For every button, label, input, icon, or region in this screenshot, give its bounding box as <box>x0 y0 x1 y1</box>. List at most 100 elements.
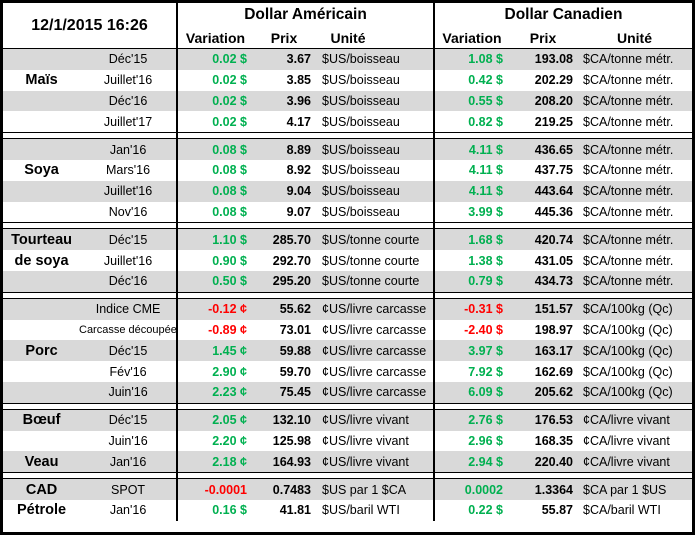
us-unit: $US/baril WTI <box>322 503 400 518</box>
us-unit: $US/boisseau <box>322 114 400 129</box>
us-section-title: Dollar Américain <box>244 6 367 23</box>
ca-variation: 4.11 $ <box>468 184 503 199</box>
us-variation: 0.02 $ <box>212 73 247 88</box>
contract-month: Juillet'17 <box>103 114 153 129</box>
ca-unit: $CA/tonne métr. <box>583 253 674 268</box>
us-column-header-prix: Prix <box>270 29 298 46</box>
us-unit: $US/tonne courte <box>322 274 420 289</box>
us-variation: 0.02 $ <box>212 93 247 108</box>
contract-month: Carcasse découpée <box>79 323 177 336</box>
ca-unit: ¢CA/livre vivant <box>583 454 670 469</box>
ca-price: 151.57 <box>534 302 573 317</box>
us-unit: ¢US/livre vivant <box>322 433 409 448</box>
table-row: Juin'16 2.20 ¢ 125.98 ¢US/livre vivant 2.9… <box>3 430 692 452</box>
us-unit: $US/boisseau <box>322 52 400 67</box>
us-variation: 2.23 ¢ <box>212 385 247 400</box>
group-separator <box>3 222 692 230</box>
ca-variation: 2.76 $ <box>468 413 503 428</box>
ca-variation: 3.99 $ <box>468 204 503 219</box>
table-row: Soya Mars'16 0.08 $ 8.92 $US/boisseau 4.11 … <box>3 159 692 181</box>
contract-month: Juillet'16 <box>103 73 153 88</box>
us-unit: ¢US/livre carcasse <box>322 385 427 400</box>
us-price: 59.70 <box>279 364 311 379</box>
commodity-label: Porc <box>25 342 58 359</box>
ca-price: 437.75 <box>534 163 573 178</box>
ca-price: 420.74 <box>534 232 573 247</box>
us-price: 164.93 <box>272 454 311 469</box>
us-price: 9.04 <box>286 184 311 199</box>
us-variation: 0.02 $ <box>212 114 247 129</box>
ca-section-title: Dollar Canadien <box>504 6 623 23</box>
table-row: CAD SPOT -0.0001 0.7483 $US par 1 $CA 0.000… <box>3 479 692 500</box>
commodity-group-tourteau: Tourteau Déc'15 1.10 $ 285.70 $US/tonne cou… <box>3 229 692 292</box>
us-price: 9.07 <box>286 204 311 219</box>
ca-price: 1.3364 <box>534 482 573 497</box>
table-row: Pétrole Jan'16 0.16 $ 41.81 $US/baril WTI 0… <box>3 499 692 521</box>
us-price: 3.85 <box>286 73 311 88</box>
ca-variation: 1.08 $ <box>468 52 503 67</box>
ca-variation: -0.31 $ <box>464 302 503 317</box>
us-variation: 0.08 $ <box>212 204 247 219</box>
table-row: Jan'16 0.08 $ 8.89 $US/boisseau 4.11 $ 436.… <box>3 139 692 160</box>
us-unit: $US/boisseau <box>322 142 400 157</box>
ca-unit: ¢CA/livre vivant <box>583 433 670 448</box>
us-variation: 1.45 ¢ <box>212 343 247 358</box>
table-row: Veau Jan'16 2.18 ¢ 164.93 ¢US/livre vivant … <box>3 451 692 473</box>
us-variation: 2.90 ¢ <box>212 364 247 379</box>
us-unit: ¢US/livre carcasse <box>322 322 427 337</box>
ca-unit: $CA/tonne métr. <box>583 142 674 157</box>
ca-unit: $CA/tonne métr. <box>583 73 674 88</box>
ca-unit: $CA/tonne métr. <box>583 93 674 108</box>
us-variation: 0.08 $ <box>212 163 247 178</box>
us-unit: ¢US/livre vivant <box>322 413 409 428</box>
ca-unit: $CA/tonne métr. <box>583 52 674 67</box>
us-price: 55.62 <box>279 302 311 317</box>
ca-dollar-section-header: Dollar Canadien Variation Prix Unité <box>435 3 692 48</box>
us-price: 3.96 <box>286 93 311 108</box>
us-variation: 2.20 ¢ <box>212 433 247 448</box>
table-row: Fév'16 2.90 ¢ 59.70 ¢US/livre carcasse 7.9… <box>3 361 692 382</box>
contract-month: Déc'16 <box>108 93 148 108</box>
commodity-label: CAD <box>25 481 58 498</box>
us-variation: 0.50 $ <box>212 274 247 289</box>
ca-price: 431.05 <box>534 253 573 268</box>
us-price: 8.89 <box>286 142 311 157</box>
ca-unit: $CA/tonne métr. <box>583 232 674 247</box>
us-price: 0.7483 <box>272 482 311 497</box>
ca-price: 219.25 <box>534 114 573 129</box>
ca-variation: 0.22 $ <box>468 503 503 518</box>
us-price: 125.98 <box>272 433 311 448</box>
table-row: Déc'16 0.50 $ 295.20 $US/tonne courte 0.79… <box>3 270 692 292</box>
contract-month: Déc'15 <box>108 232 148 247</box>
us-price: 8.92 <box>286 163 311 178</box>
contract-month: Déc'15 <box>108 52 148 67</box>
contract-month: Nov'16 <box>108 204 148 219</box>
us-unit: $US par 1 $CA <box>322 482 407 497</box>
table-row: Juin'16 2.23 ¢ 75.45 ¢US/livre carcasse 6.… <box>3 381 692 403</box>
ca-unit: $CA/100kg (Qc) <box>583 364 673 379</box>
table-row: Maïs Juillet'16 0.02 $ 3.85 $US/boisseau 0.… <box>3 69 692 91</box>
ca-unit: $CA/100kg (Qc) <box>583 343 673 358</box>
ca-unit: $CA/100kg (Qc) <box>583 322 673 337</box>
ca-price: 202.29 <box>534 73 573 88</box>
ca-unit: $CA/100kg (Qc) <box>583 302 673 317</box>
us-variation: -0.0001 <box>204 482 247 497</box>
ca-variation: 3.97 $ <box>468 343 503 358</box>
ca-variation: 2.94 $ <box>468 454 503 469</box>
us-unit: $US/boisseau <box>322 184 400 199</box>
ca-variation: 0.55 $ <box>468 93 503 108</box>
contract-month: Fév'16 <box>109 364 147 379</box>
ca-variation: 4.11 $ <box>468 163 503 178</box>
us-unit: ¢US/livre carcasse <box>322 302 427 317</box>
ca-unit: $CA/tonne métr. <box>583 274 674 289</box>
group-separator <box>3 402 692 410</box>
us-unit: ¢US/livre carcasse <box>322 364 427 379</box>
ca-variation: 1.68 $ <box>468 232 503 247</box>
ca-price: 208.20 <box>534 93 573 108</box>
us-unit: $US/tonne courte <box>322 232 420 247</box>
ca-unit: $CA/tonne métr. <box>583 184 674 199</box>
ca-variation: 2.96 $ <box>468 433 503 448</box>
ca-column-header-prix: Prix <box>529 29 557 46</box>
contract-month: Juillet'16 <box>103 253 153 268</box>
ca-variation: 6.09 $ <box>468 385 503 400</box>
